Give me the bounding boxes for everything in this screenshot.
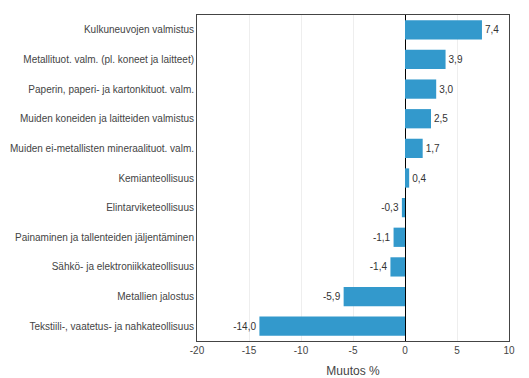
svg-text:Paperin, paperi- ja kartonkitu: Paperin, paperi- ja kartonkituot. valm.	[28, 84, 194, 95]
svg-text:-1,4: -1,4	[370, 261, 388, 272]
svg-text:2,5: 2,5	[434, 113, 448, 124]
svg-text:Kulkuneuvojen valmistus: Kulkuneuvojen valmistus	[84, 24, 194, 35]
svg-text:Muiden koneiden ja laitteiden: Muiden koneiden ja laitteiden valmistus	[20, 113, 194, 124]
svg-text:-5,9: -5,9	[323, 291, 341, 302]
svg-text:5: 5	[454, 345, 460, 356]
svg-text:Metallituot. valm. (pl. koneet: Metallituot. valm. (pl. koneet ja laitte…	[23, 54, 194, 65]
svg-text:0,4: 0,4	[412, 173, 426, 184]
svg-text:Sähkö- ja elektroniikkateollis: Sähkö- ja elektroniikkateollisuus	[52, 261, 194, 272]
svg-text:0: 0	[402, 345, 408, 356]
svg-text:3,9: 3,9	[449, 54, 463, 65]
svg-text:Tekstiili-, vaatetus- ja nahka: Tekstiili-, vaatetus- ja nahkateollisuus	[29, 321, 194, 332]
svg-text:-15: -15	[242, 345, 257, 356]
svg-text:-20: -20	[190, 345, 205, 356]
svg-text:-1,1: -1,1	[373, 232, 391, 243]
svg-text:7,4: 7,4	[485, 24, 499, 35]
svg-text:-14,0: -14,0	[233, 321, 256, 332]
svg-text:Elintarviketeollisuus: Elintarviketeollisuus	[106, 202, 194, 213]
svg-text:10: 10	[503, 345, 515, 356]
svg-text:Muutos %: Muutos %	[326, 364, 380, 378]
svg-text:Kemianteollisuus: Kemianteollisuus	[118, 173, 194, 184]
svg-text:1,7: 1,7	[426, 143, 440, 154]
svg-text:Muiden ei-metallisten mineraal: Muiden ei-metallisten mineraalituot. val…	[10, 143, 194, 154]
svg-text:Painaminen ja tallenteiden jäl: Painaminen ja tallenteiden jäljentäminen	[15, 232, 194, 243]
svg-text:-10: -10	[294, 345, 309, 356]
svg-text:3,0: 3,0	[439, 84, 453, 95]
svg-text:-0,3: -0,3	[381, 202, 399, 213]
svg-text:-5: -5	[349, 345, 358, 356]
svg-text:Metallien jalostus: Metallien jalostus	[117, 291, 194, 302]
